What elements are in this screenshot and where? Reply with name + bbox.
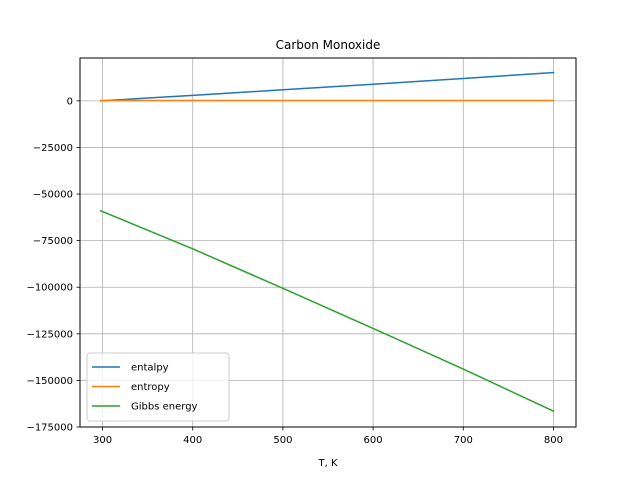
y-tick-label: −50000 xyxy=(33,190,73,201)
y-tick-label: −150000 xyxy=(26,376,73,387)
x-tick-label: 600 xyxy=(364,435,383,446)
plot-frame xyxy=(79,57,577,428)
x-tick-label: 300 xyxy=(93,435,112,446)
y-ticks: 0 −25000 −50000 −75000 −100000 −125000 −150000… xyxy=(26,96,80,434)
y-tick-label: 0 xyxy=(67,96,73,107)
legend-label: entropy xyxy=(131,382,170,393)
x-ticks: 300 400 500 600 700 800 xyxy=(93,427,563,446)
x-tick-label: 400 xyxy=(183,435,202,446)
y-tick-label: −175000 xyxy=(26,423,73,434)
y-tick-label: −100000 xyxy=(26,283,73,294)
series-lines xyxy=(99,71,555,413)
x-tick-label: 700 xyxy=(454,435,473,446)
y-tick-label: −75000 xyxy=(33,236,73,247)
series-line-2 xyxy=(99,209,555,413)
series-line-0 xyxy=(99,71,555,102)
y-tick-label: −125000 xyxy=(26,329,73,340)
chart-title: Carbon Monoxide xyxy=(276,38,381,52)
legend: entalpy entropy Gibbs energy xyxy=(86,352,230,422)
y-tick-label: −25000 xyxy=(33,143,73,154)
legend-label: entalpy xyxy=(131,363,169,374)
x-tick-label: 800 xyxy=(544,435,563,446)
x-tick-label: 500 xyxy=(273,435,292,446)
x-axis-title: T, K xyxy=(317,458,337,469)
legend-frame xyxy=(86,352,230,422)
legend-label: Gibbs energy xyxy=(131,402,198,413)
